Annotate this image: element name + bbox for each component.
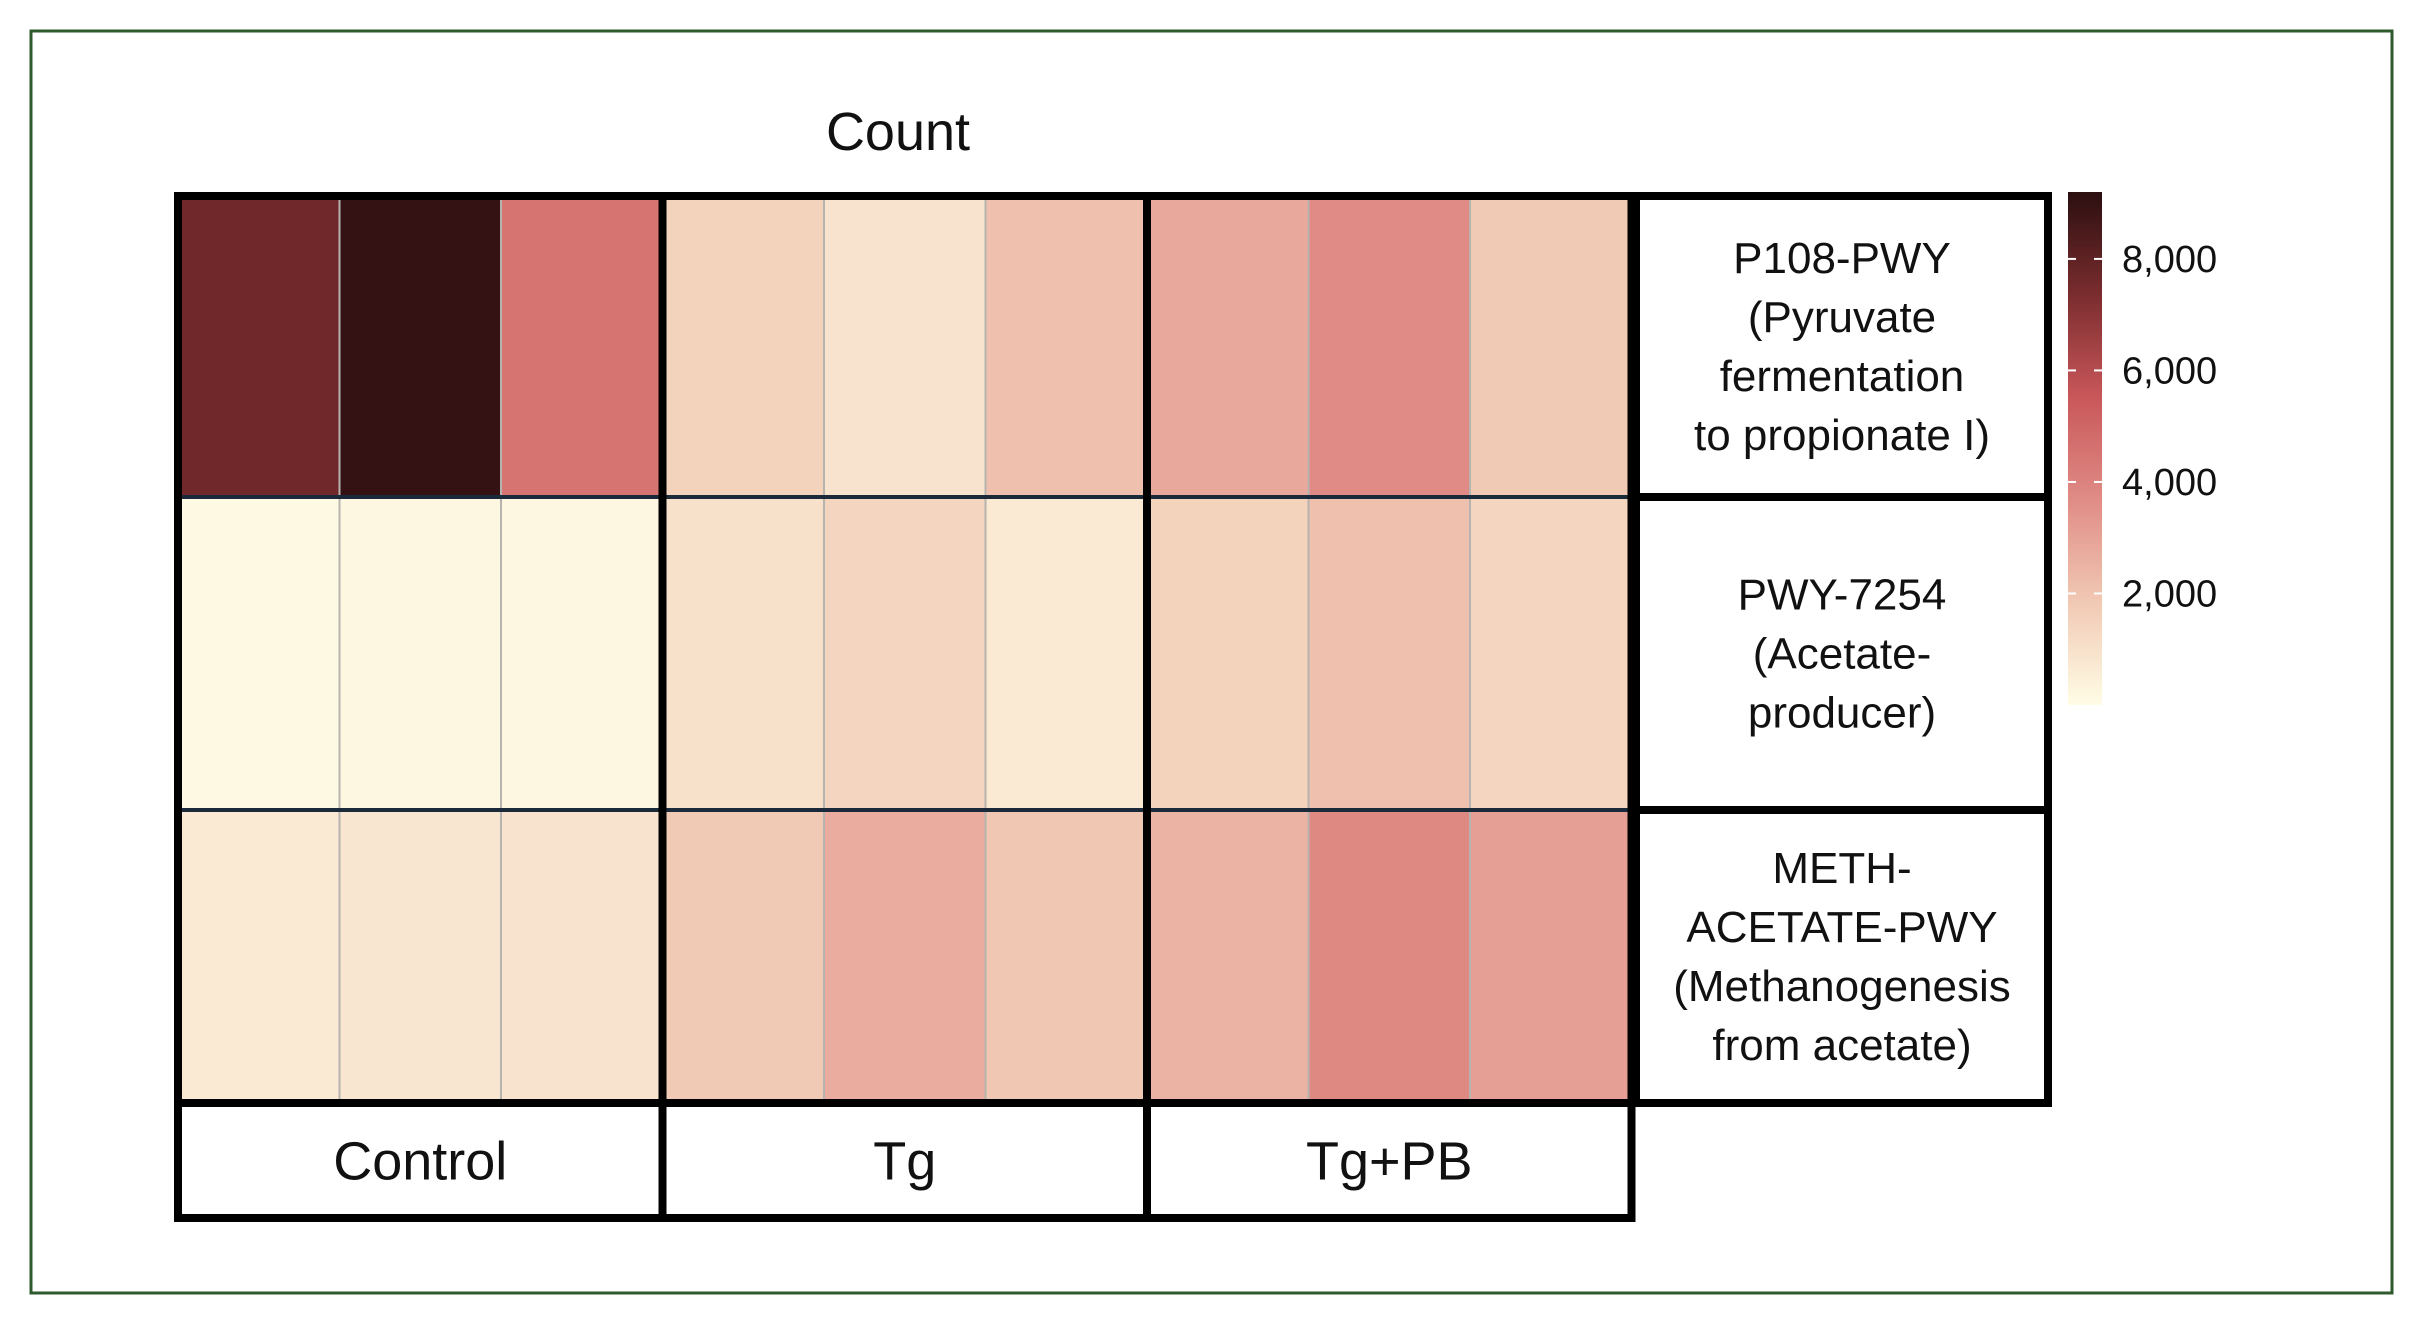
- heatmap-cell: [339, 497, 502, 811]
- heatmap-cell: [1308, 497, 1471, 811]
- heatmap-cell: [985, 810, 1148, 1104]
- figure-frame: [29, 29, 2394, 1295]
- row-label-line: P108-PWY: [1733, 234, 1951, 283]
- heatmap-cell: [1308, 810, 1471, 1104]
- heatmap-cell: [178, 497, 341, 811]
- row-label-line: ACETATE-PWY: [1686, 903, 1997, 952]
- heatmap-cell: [824, 497, 987, 811]
- chart-title: Count: [826, 102, 970, 162]
- row-labels: P108-PWY (Pyruvate fermentation to propiona…: [1632, 192, 2052, 1107]
- heatmap-cell: [1147, 810, 1310, 1104]
- row-label-line: METH-: [1772, 844, 1911, 893]
- row-label: PWY-7254 (Acetate-producer): [1738, 571, 1947, 738]
- colorbar: 8,000 6,000 4,000 2,000: [2068, 192, 2217, 705]
- colorbar-tick-label: 2,000: [2122, 573, 2217, 615]
- heatmap-cell: [1470, 810, 1633, 1104]
- row-label-line: PWY-7254: [1738, 571, 1947, 620]
- colorbar-tick-label: 6,000: [2122, 350, 2217, 392]
- heatmap-cell: [1470, 497, 1633, 811]
- group-labels: Control Tg Tg+PB: [333, 1132, 1472, 1192]
- heatmap-cell: [824, 196, 987, 498]
- heatmap-cell: [501, 810, 664, 1104]
- heatmap-gridlines: [174, 192, 1636, 1222]
- heatmap-cell: [178, 810, 341, 1104]
- heatmap-cell: [662, 810, 825, 1104]
- heatmap-cell: [662, 497, 825, 811]
- group-label: Control: [333, 1132, 507, 1192]
- heatmap-cell: [1470, 196, 1633, 498]
- row-label-line: (Methanogenesis: [1673, 962, 2011, 1011]
- heatmap-border: [174, 192, 1636, 1222]
- row-label-line: (Acetate-: [1753, 630, 1932, 679]
- colorbar-tick-label: 8,000: [2122, 239, 2217, 281]
- row-label-line: from acetate): [1712, 1021, 1971, 1070]
- row-label-line: to propionate I): [1694, 411, 1990, 460]
- heatmap-cell: [985, 196, 1148, 498]
- row-label-line: fermentation: [1720, 352, 1965, 401]
- heatmap-cell: [339, 810, 502, 1104]
- heatmap-cells: [178, 196, 1633, 1104]
- heatmap-cell: [1147, 497, 1310, 811]
- heatmap-cell: [1147, 196, 1310, 498]
- heatmap-cell: [339, 196, 502, 498]
- heatmap-cell: [985, 497, 1148, 811]
- colorbar-tick-label: 4,000: [2122, 462, 2217, 504]
- row-label: METH- ACETATE-PWY (Methanogenesis from acet…: [1673, 844, 2011, 1070]
- heatmap-cell: [501, 497, 664, 811]
- colorbar-gradient: [2068, 192, 2102, 705]
- heatmap-cell: [662, 196, 825, 498]
- group-label: Tg: [873, 1132, 936, 1192]
- group-label: Tg+PB: [1306, 1132, 1473, 1192]
- row-label-line: (Pyruvate: [1748, 293, 1936, 342]
- row-label: P108-PWY (Pyruvate fermentation to propiona…: [1694, 234, 1990, 460]
- heatmap-cell: [501, 196, 664, 498]
- heatmap-cell: [824, 810, 987, 1104]
- heatmap-cell: [178, 196, 341, 498]
- row-label-line: producer): [1748, 689, 1936, 738]
- heatmap-cell: [1308, 196, 1471, 498]
- row-label-box: [1632, 192, 2052, 1107]
